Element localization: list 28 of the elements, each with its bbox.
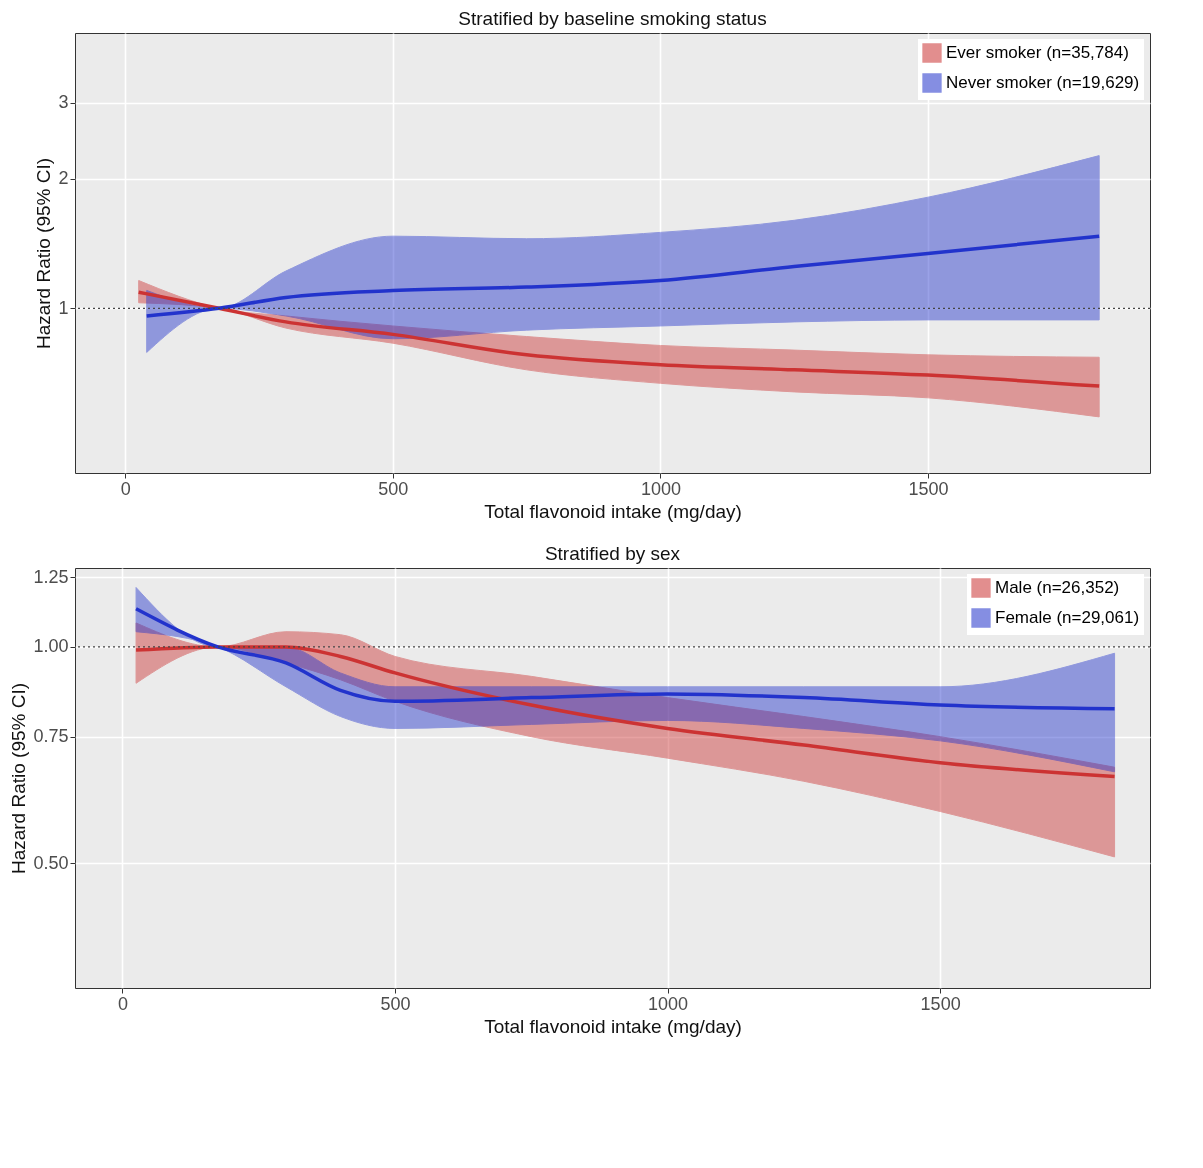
chart-title: Stratified by sex [544,543,681,564]
x-tick-label: 1000 [648,993,689,1014]
x-tick-label: 500 [380,993,411,1014]
x-axis-title: Total flavonoid intake (mg/day) [484,500,742,522]
chart-title: Stratified by baseline smoking status [458,8,767,29]
y-tick-label: 0.50 [33,852,69,873]
legend-label: Female (n=29,061) [995,608,1140,627]
x-axis-title: Total flavonoid intake (mg/day) [484,1015,742,1037]
x-tick-label: 500 [378,478,409,499]
y-tick-label: 1.00 [33,636,69,657]
y-tick-label: 3 [58,92,69,113]
y-tick-label: 2 [58,168,69,189]
line-series [136,290,1101,388]
x-tick-label: 1500 [908,478,949,499]
y-axis-title: Hazard Ratio (95% CI) [33,157,55,350]
x-tick-label: 0 [120,478,131,499]
y-tick-label: 0.75 [33,726,69,747]
line-series [134,645,1117,779]
y-tick-label: 1 [58,297,69,318]
line-series [144,234,1101,318]
legend-label: Ever smoker (n=35,784) [946,43,1129,62]
legend-label: Never smoker (n=19,629) [946,73,1140,92]
x-tick-label: 0 [117,993,128,1014]
x-tick-label: 1000 [640,478,681,499]
y-tick-label: 1.25 [33,566,69,587]
y-axis-title: Hazard Ratio (95% CI) [8,682,30,875]
legend-label: Male (n=26,352) [995,578,1120,597]
x-tick-label: 1500 [920,993,961,1014]
